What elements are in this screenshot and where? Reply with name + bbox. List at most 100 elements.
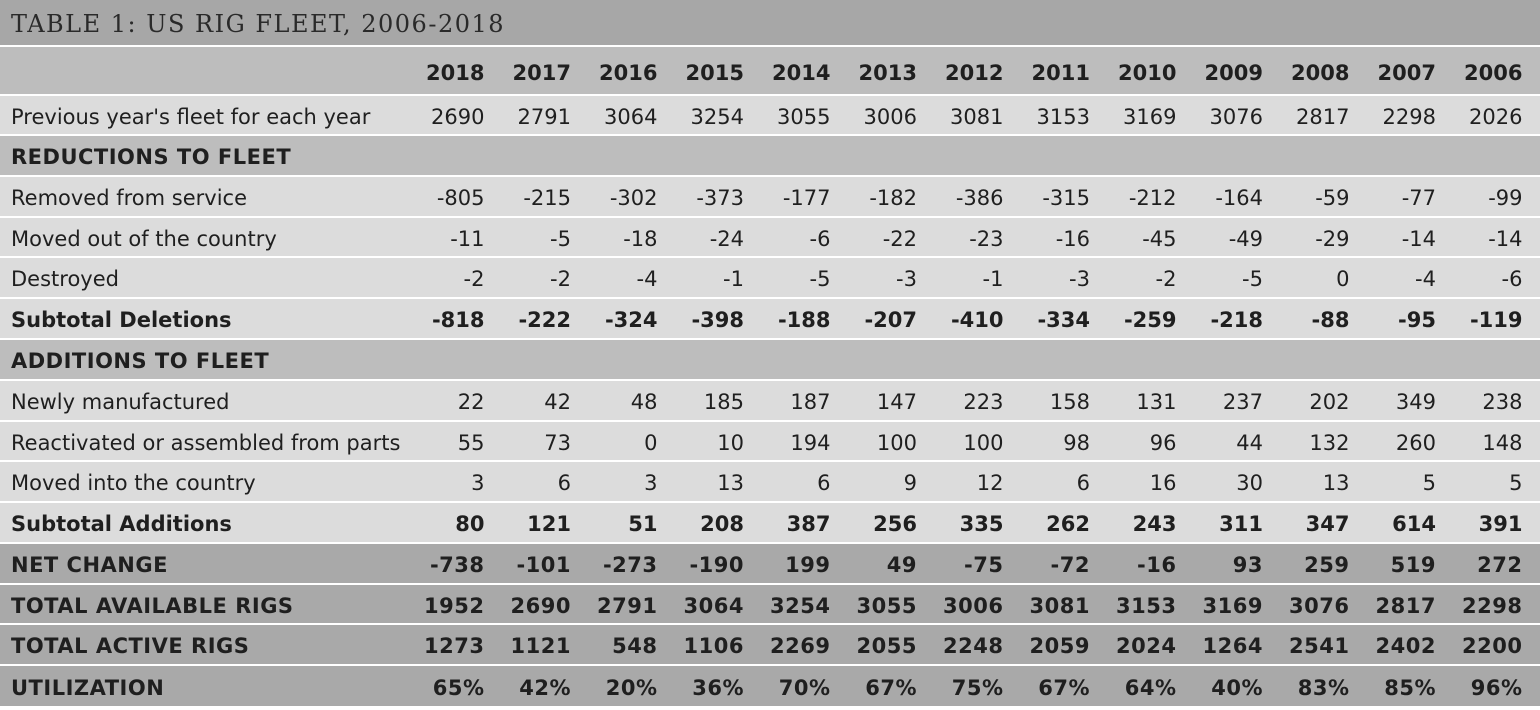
value-cell-2011: 3081	[1029, 594, 1090, 618]
header-year-2018: 2018	[426, 61, 485, 85]
row-moved-out: Moved out of the country -11 -5 -18 -24 -6 -22…	[0, 218, 1540, 256]
value-cell-2012: -410	[950, 308, 1004, 332]
value-cell-2009: 311	[1219, 512, 1263, 536]
value-cell-2011: 2059	[1029, 634, 1090, 658]
value-cell-2008	[1270, 340, 1357, 379]
value-cell-2015: 36%	[692, 676, 744, 700]
value-cell-2007: 5	[1422, 471, 1436, 495]
value-cell-2018	[405, 136, 492, 175]
value-cell-2016	[578, 340, 665, 379]
value-cell-2009: -5	[1242, 267, 1263, 291]
value-cell-2007: 349	[1395, 390, 1436, 414]
header-year-2006: 2006	[1464, 61, 1523, 85]
value-cell-2013: -207	[864, 308, 917, 332]
value-cell-2017: 1121	[510, 634, 571, 658]
value-cell-2015: 1106	[683, 634, 744, 658]
value-cell-2015	[665, 340, 752, 379]
header-year-2017: 2017	[512, 61, 571, 85]
value-cell-2016: 3	[644, 471, 658, 495]
value-cell-2010: 243	[1132, 512, 1177, 536]
value-cell-2010: -2	[1155, 267, 1177, 291]
row-label: Destroyed	[11, 267, 119, 291]
value-cell-2011: 98	[1063, 431, 1090, 455]
value-cell-2008: 259	[1304, 553, 1350, 577]
value-cell-2011: 6	[1076, 471, 1090, 495]
value-cell-2018: -2	[463, 267, 485, 291]
value-cell-2014: 199	[785, 553, 831, 577]
value-cell-2015: 208	[700, 512, 744, 536]
value-cell-2007: -95	[1398, 308, 1436, 332]
value-cell-2016: 51	[628, 512, 658, 536]
value-cell-2018: -738	[429, 553, 485, 577]
value-cell-2009: 40%	[1211, 676, 1263, 700]
value-cell-2014	[751, 340, 838, 379]
row-net-change: NET CHANGE -738 -101 -273 -190 199 49 -75 -72 -16…	[0, 544, 1540, 583]
value-cell-2006: 238	[1482, 390, 1523, 414]
value-cell-2015: 10	[717, 431, 744, 455]
value-cell-2011: 262	[1046, 512, 1090, 536]
value-cell-2009: 93	[1232, 553, 1263, 577]
value-cell-2016: 2791	[597, 594, 658, 618]
row-total-active: TOTAL ACTIVE RIGS 1273 1121 548 1106 2269 2055…	[0, 625, 1540, 664]
row-subtotal-additions: Subtotal Additions 80 121 51 208 387 256 335 262…	[0, 503, 1540, 542]
row-subtotal-deletions: Subtotal Deletions -818 -222 -324 -398 -188 -2…	[0, 299, 1540, 338]
value-cell-2007: 2402	[1375, 634, 1436, 658]
row-label: Moved into the country	[11, 471, 256, 495]
value-cell-2013	[838, 136, 925, 175]
row-label: TOTAL ACTIVE RIGS	[11, 634, 250, 658]
value-cell-2012: -386	[955, 186, 1004, 210]
value-cell-2011: -72	[1050, 553, 1090, 577]
row-label: ADDITIONS TO FLEET	[11, 349, 270, 373]
header-year-2007: 2007	[1377, 61, 1436, 85]
value-cell-2006: 148	[1482, 431, 1523, 455]
value-cell-2013: 3055	[856, 594, 917, 618]
header-year-2016: 2016	[599, 61, 658, 85]
row-label: Removed from service	[11, 186, 247, 210]
value-cell-2017: 42	[544, 390, 571, 414]
row-label: Newly manufactured	[11, 390, 230, 414]
value-cell-2013: 49	[886, 553, 917, 577]
value-cell-2007	[1357, 136, 1444, 175]
value-cell-2006: 272	[1477, 553, 1523, 577]
value-cell-2015: -398	[691, 308, 744, 332]
value-cell-2012: -1	[982, 267, 1004, 291]
value-cell-2015: 3254	[690, 105, 744, 129]
value-cell-2009: 3076	[1209, 105, 1263, 129]
row-label: REDUCTIONS TO FLEET	[11, 145, 292, 169]
value-cell-2009	[1184, 136, 1271, 175]
value-cell-2018: 65%	[432, 676, 485, 700]
value-cell-2014: -6	[809, 227, 831, 251]
value-cell-2012: 223	[963, 390, 1004, 414]
value-cell-2012: 3081	[950, 105, 1004, 129]
value-cell-2014: 3055	[777, 105, 831, 129]
value-cell-2018: 3	[471, 471, 485, 495]
value-cell-2013: 100	[876, 431, 917, 455]
row-destroyed: Destroyed -2 -2 -4 -1 -5 -3 -1 -3 -2 -5 0 -4 -6	[0, 258, 1540, 297]
value-cell-2014: 2269	[770, 634, 831, 658]
value-cell-2016: 20%	[605, 676, 658, 700]
value-cell-2015: 3064	[683, 594, 744, 618]
value-cell-2007: -77	[1401, 186, 1436, 210]
value-cell-2012: 12	[976, 471, 1004, 495]
value-cell-2012	[924, 136, 1011, 175]
value-cell-2009: -49	[1228, 227, 1263, 251]
value-cell-2015: -373	[696, 186, 744, 210]
value-cell-2006: 5	[1509, 471, 1523, 495]
value-cell-2006	[1443, 340, 1530, 379]
value-cell-2018: 22	[457, 390, 485, 414]
value-cell-2006: -119	[1469, 308, 1523, 332]
value-cell-2012: 2248	[943, 634, 1004, 658]
value-cell-2014: 3254	[770, 594, 831, 618]
table-header-row: 2018 2017 2016 2015 2014 2013 2012 2011 …	[0, 47, 1540, 94]
header-year-2010: 2010	[1118, 61, 1177, 85]
value-cell-2017: -101	[516, 553, 571, 577]
value-cell-2014: -177	[782, 186, 831, 210]
value-cell-2014: -188	[777, 308, 831, 332]
value-cell-2017	[492, 340, 579, 379]
row-removed-from-service: Removed from service -805 -215 -302 -373 -177…	[0, 177, 1540, 216]
value-cell-2018: -11	[450, 227, 485, 251]
row-utilization: UTILIZATION 65% 42% 20% 36% 70% 67% 75% 67% 64% 40…	[0, 666, 1540, 706]
value-cell-2016: 48	[630, 390, 658, 414]
value-cell-2006: 2026	[1469, 105, 1523, 129]
